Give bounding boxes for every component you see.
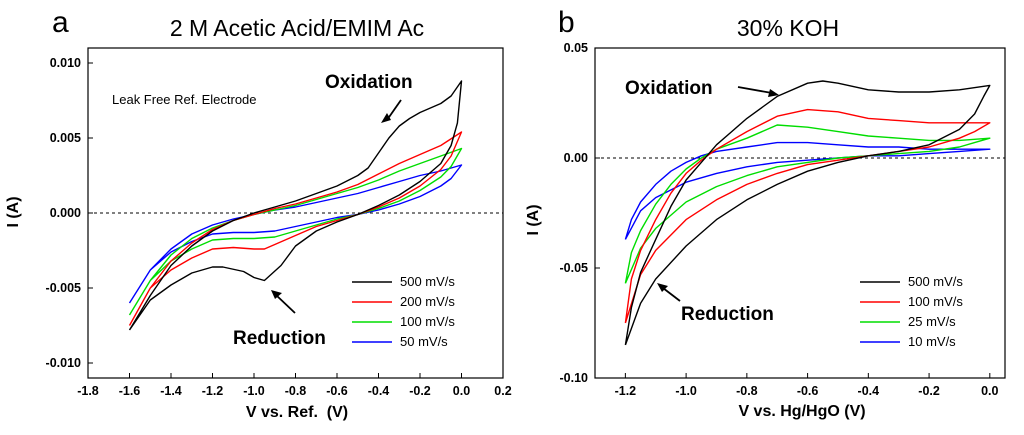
x-tick-label: -0.4 [368,384,390,398]
x-tick-label: -1.8 [77,384,99,398]
x-tick-label: -1.0 [243,384,265,398]
legend-label: 500 mV/s [400,274,455,289]
panel-a-y-axis-label: I (A) [5,196,22,227]
panel-a-reduction-arrow [275,294,296,314]
x-tick-label: -0.8 [285,384,307,398]
cv-curve-500-mv-s [128,80,463,331]
cv-curve-100-mv-s [624,108,991,324]
x-tick-label: 0.2 [494,384,511,398]
x-tick-label: -0.2 [409,384,431,398]
cv-curve-500-mv-s [624,80,991,346]
legend-label: 50 mV/s [400,334,448,349]
legend-label: 500 mV/s [908,274,963,289]
x-tick-label: -0.2 [918,384,940,398]
cv-curve-100-mv-s [128,147,463,316]
panel-b-y-axis-label: I (A) [525,204,542,235]
y-tick-label: 0.010 [50,56,81,70]
panel-a-electrode-note: Leak Free Ref. Electrode [112,92,257,107]
x-tick-label: -1.0 [675,384,697,398]
panel-b-series-group [624,80,991,346]
legend-label: 100 mV/s [908,294,963,309]
x-tick-label: -1.4 [160,384,182,398]
panel-a-oxidation-label: Oxidation [325,72,413,93]
panel-a-reduction-label: Reduction [233,328,326,349]
panel-b-legend: 500 mV/s 100 mV/s 25 mV/s 10 mV/s [860,274,963,349]
panel-b-y-ticks: -0.10 -0.05 0.00 0.05 [560,41,600,385]
y-tick-label: -0.010 [46,356,81,370]
x-tick-label: -1.6 [119,384,141,398]
panel-a-oxidation-arrow [386,99,402,121]
y-tick-label: 0.005 [50,131,81,145]
panel-b-reduction-label: Reduction [681,304,774,325]
panel-b-x-axis-label: V vs. Hg/HgO (V) [738,403,865,420]
panel-b-oxidation-arrow [737,86,773,94]
panel-b-oxidation-arrowhead [768,89,779,97]
legend-label: 10 mV/s [908,334,956,349]
panel-a-reduction-arrowhead [271,290,282,299]
y-tick-label: -0.05 [560,261,589,275]
panel-b-x-ticks: -1.2 -1.0 -0.8 -0.6 -0.4 -0.2 0.0 [615,373,999,398]
panel-b-reduction-arrowhead [657,283,668,292]
panel-b-plot-frame [594,47,1006,379]
cv-curve-25-mv-s [624,124,991,284]
cv-curve-200-mv-s [128,131,463,326]
panel-a-x-axis-label: V vs. Ref. (V) [246,404,348,421]
y-tick-label: 0.000 [50,206,81,220]
legend-label: 100 mV/s [400,314,455,329]
panel-a-legend: 500 mV/s 200 mV/s 100 mV/s 50 mV/s [352,274,455,349]
y-tick-label: 0.00 [564,151,588,165]
x-tick-label: -1.2 [615,384,637,398]
panel-b: b 30% KOH -1.2 -1.0 -0.8 -0.6 -0.4 -0.2 0.0 -0… [525,6,1006,420]
x-tick-label: -1.2 [202,384,224,398]
x-tick-label: -0.6 [797,384,819,398]
panel-a-letter: a [52,6,69,39]
legend-label: 200 mV/s [400,294,455,309]
y-tick-label: -0.005 [46,281,81,295]
x-tick-label: -0.4 [858,384,880,398]
panel-a-oxidation-arrowhead [381,113,391,123]
x-tick-label: -0.6 [326,384,348,398]
y-tick-label: -0.10 [560,371,589,385]
panel-a-series-group [128,80,463,331]
panel-b-title: 30% KOH [737,15,839,41]
panel-a-x-ticks: -1.8 -1.6 -1.4 -1.2 -1.0 -0.8 -0.6 -0.4 -0.2 0.0 0… [77,373,512,398]
panel-a: a 2 M Acetic Acid/EMIM Ac -1.8 -1.6 -1.4 -1… [5,6,512,421]
panel-b-oxidation-label: Oxidation [625,78,713,99]
legend-label: 25 mV/s [908,314,956,329]
y-tick-label: 0.05 [564,41,588,55]
panel-a-y-ticks: -0.010 -0.005 0.000 0.005 0.010 [46,56,93,370]
x-tick-label: 0.0 [981,384,998,398]
panel-b-letter: b [558,6,575,39]
panel-b-reduction-arrow [662,287,681,302]
panel-a-title: 2 M Acetic Acid/EMIM Ac [170,15,424,41]
x-tick-label: -0.8 [736,384,758,398]
x-tick-label: 0.0 [453,384,470,398]
